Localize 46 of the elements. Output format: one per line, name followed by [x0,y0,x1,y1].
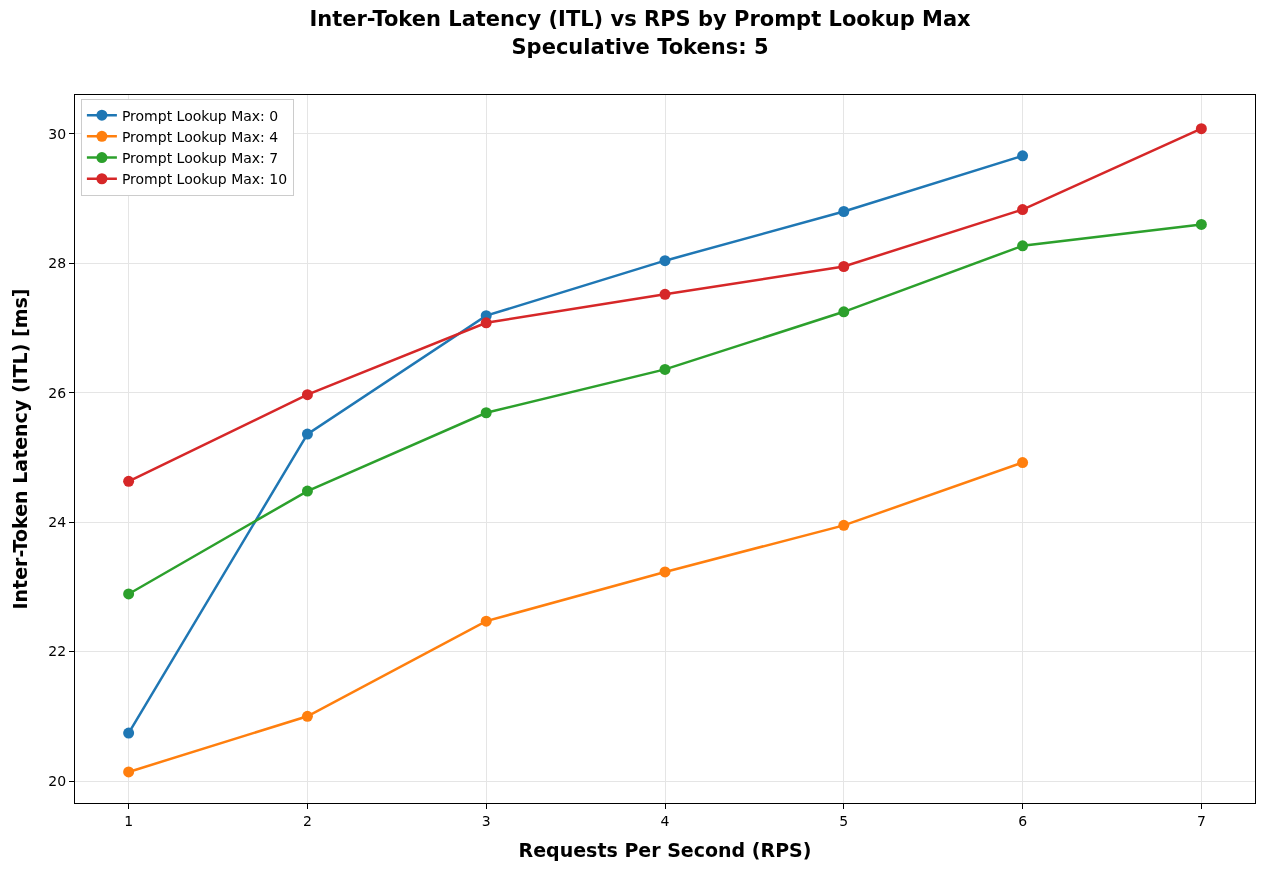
point [301,485,313,497]
point [838,519,850,531]
y-tick-label: 28 [48,255,67,272]
point [1017,240,1029,252]
point [480,317,492,329]
point [301,389,313,401]
y-tick-label: 26 [48,384,67,401]
chart-title: Inter-Token Latency (ITL) vs RPS by Prompt Lookup Max [309,7,972,32]
point [123,588,135,600]
x-tick-label: 1 [124,812,134,829]
legend-label: Prompt Lookup Max: 10 [121,171,288,188]
legend-label: Prompt Lookup Max: 7 [121,150,279,166]
point [1017,457,1029,469]
point [838,205,850,217]
x-tick-label: 3 [481,812,491,829]
point [301,428,313,440]
legend-label: Prompt Lookup Max: 4 [121,128,279,145]
point [123,766,135,778]
x-tick-label: 7 [1196,812,1206,829]
y-tick-label: 22 [48,643,67,660]
point [659,255,671,267]
y-tick-label: 20 [48,772,67,789]
chart-subtitle: Speculative Tokens: 5 [511,34,769,59]
point [659,288,671,300]
x-tick-label: 6 [1018,812,1028,829]
point [480,615,492,627]
point [659,566,671,578]
point [1195,218,1207,230]
x-tick-label: 5 [839,812,849,829]
legend-label: Prompt Lookup Max: 0 [121,107,279,124]
point [1195,123,1207,135]
x-tick-label: 4 [660,812,670,829]
point [1017,150,1029,162]
point [838,306,850,318]
point [480,407,492,419]
point [301,710,313,722]
point [123,727,135,739]
y-axis-title: Inter-Token Latency (ITL) [ms] [9,288,32,610]
x-tick-label: 2 [302,812,312,829]
point [123,475,135,487]
y-tick-label: 30 [48,125,67,142]
point [1017,204,1029,216]
point [838,261,850,272]
x-axis-title: Requests Per Second (RPS) [518,838,812,861]
point [659,363,671,375]
y-tick-label: 24 [48,514,67,531]
